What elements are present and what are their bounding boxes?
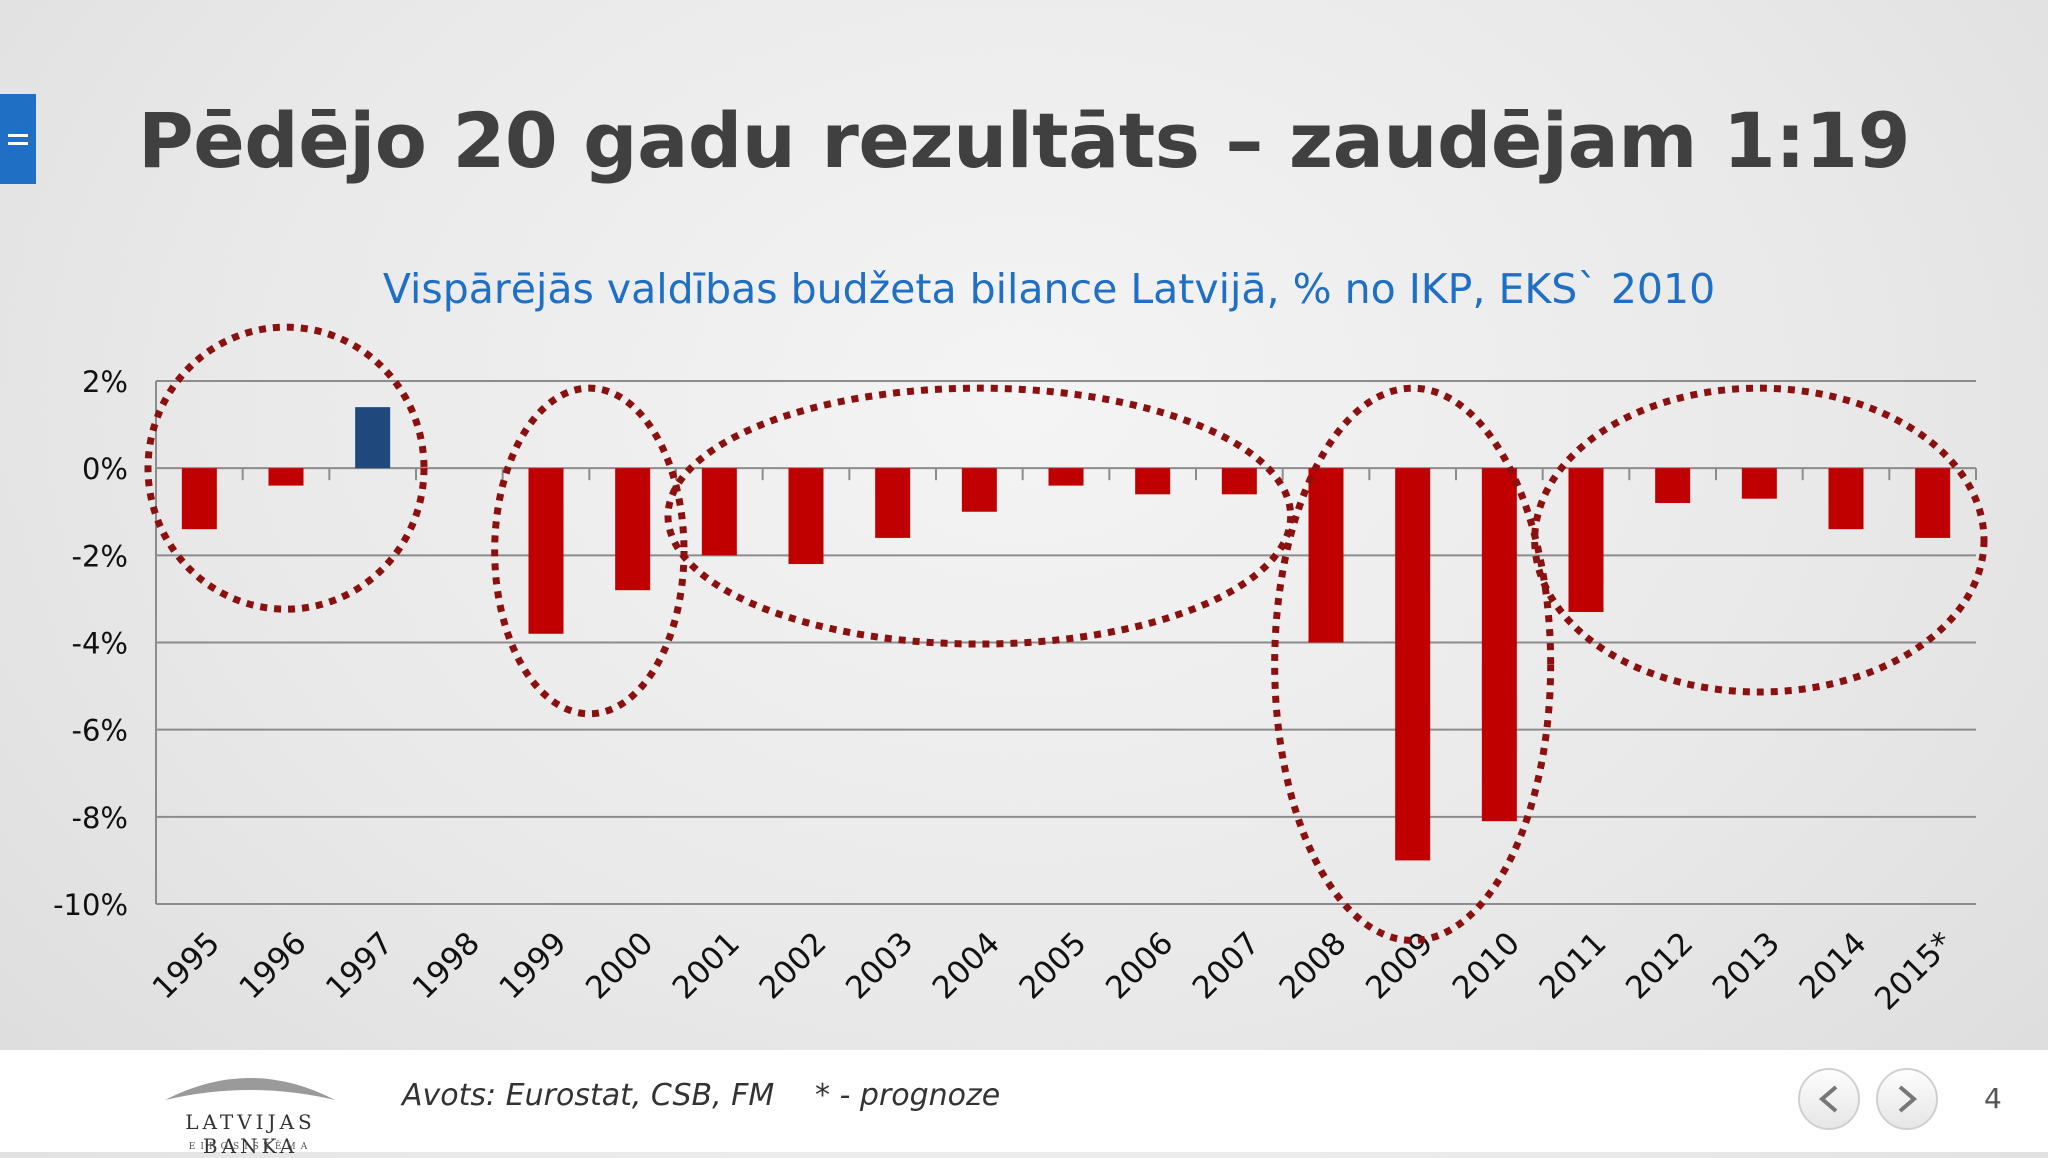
bar: [1568, 468, 1604, 612]
x-tick-label: 2002: [752, 925, 833, 1006]
x-tick-label: 2004: [926, 925, 1007, 1006]
x-tick-label: 1996: [232, 925, 313, 1006]
x-tick-label: 1995: [146, 925, 227, 1006]
x-tick-label: 2008: [1272, 925, 1353, 1006]
logo-arc-icon: [165, 1078, 335, 1100]
x-tick-label: 2014: [1792, 925, 1873, 1006]
y-tick-label: 0%: [82, 452, 128, 486]
logo-subtitle: EIROSISTĒMA: [188, 1142, 313, 1152]
prev-slide-button[interactable]: [1798, 1068, 1860, 1130]
next-slide-button[interactable]: [1876, 1068, 1938, 1130]
highlight-ellipse: [1271, 384, 1555, 944]
bar: [1915, 468, 1951, 538]
x-tick-label: 2015*: [1868, 925, 1960, 1017]
bar: [528, 468, 564, 634]
y-tick-label: -8%: [72, 801, 128, 835]
page-number: 4: [1984, 1082, 2002, 1115]
bar: [961, 468, 997, 512]
highlight-ellipse: [144, 323, 428, 613]
latvijas-banka-logo: LATVIJAS BANKA EIROSISTĒMA: [138, 1064, 363, 1158]
chart-title: Vispārējās valdības budžeta bilance Latv…: [382, 265, 1716, 313]
x-tick-label: 2012: [1619, 925, 1700, 1006]
bar: [1048, 468, 1084, 486]
chevron-left-icon: [1818, 1085, 1838, 1113]
menu-button[interactable]: [0, 94, 36, 184]
bar: [1395, 468, 1431, 861]
source-note: Avots: Eurostat, CSB, FM: [402, 1078, 775, 1113]
hamburger-icon: [8, 129, 28, 150]
bar: [875, 468, 911, 538]
highlight-ellipse: [664, 384, 1295, 648]
y-tick-label: -10%: [53, 888, 128, 922]
y-tick-label: -4%: [72, 627, 128, 661]
bar: [788, 468, 824, 565]
bar: [1828, 468, 1864, 530]
x-tick-label: 2009: [1359, 925, 1440, 1006]
bar: [355, 407, 391, 469]
bar: [1481, 468, 1517, 822]
x-tick-label: 2010: [1446, 925, 1527, 1006]
bar: [1655, 468, 1691, 504]
chevron-right-icon: [1898, 1085, 1918, 1113]
x-tick-label: 2005: [1012, 925, 1093, 1006]
x-tick-label: 2013: [1706, 925, 1787, 1006]
x-tick-label: 2003: [839, 925, 920, 1006]
x-tick-label: 2007: [1186, 925, 1267, 1006]
x-tick-label: 1997: [319, 925, 400, 1006]
y-tick-label: -6%: [72, 714, 128, 748]
bar: [268, 468, 304, 486]
bar: [1135, 468, 1171, 495]
bar: [1221, 468, 1257, 495]
forecast-note: * - prognoze: [815, 1078, 1001, 1113]
x-tick-label: 1999: [492, 925, 573, 1006]
x-tick-label: 2001: [666, 925, 747, 1006]
bar: [1741, 468, 1777, 499]
x-tick-label: 2006: [1099, 925, 1180, 1006]
highlight-ellipse: [1531, 384, 1988, 696]
slide-title: Pēdējo 20 gadu rezultāts – zaudējam 1:19: [138, 96, 1910, 185]
y-tick-label: -2%: [72, 539, 128, 573]
x-tick-label: 2000: [579, 925, 660, 1006]
bar: [615, 468, 651, 591]
bar: [701, 468, 737, 556]
x-tick-label: 2011: [1532, 925, 1613, 1006]
footer: LATVIJAS BANKA EIROSISTĒMA Avots: Eurost…: [0, 1050, 2048, 1158]
x-tick-label: 1998: [406, 925, 487, 1006]
y-tick-label: 2%: [82, 365, 128, 399]
bar-chart: 2% 0% -2% -4% -6% -8% -10% 1995 1996 1997 1998 1999…: [53, 323, 1988, 1017]
bar: [1308, 468, 1344, 643]
highlight-ellipse: [491, 384, 688, 718]
bar: [181, 468, 217, 530]
